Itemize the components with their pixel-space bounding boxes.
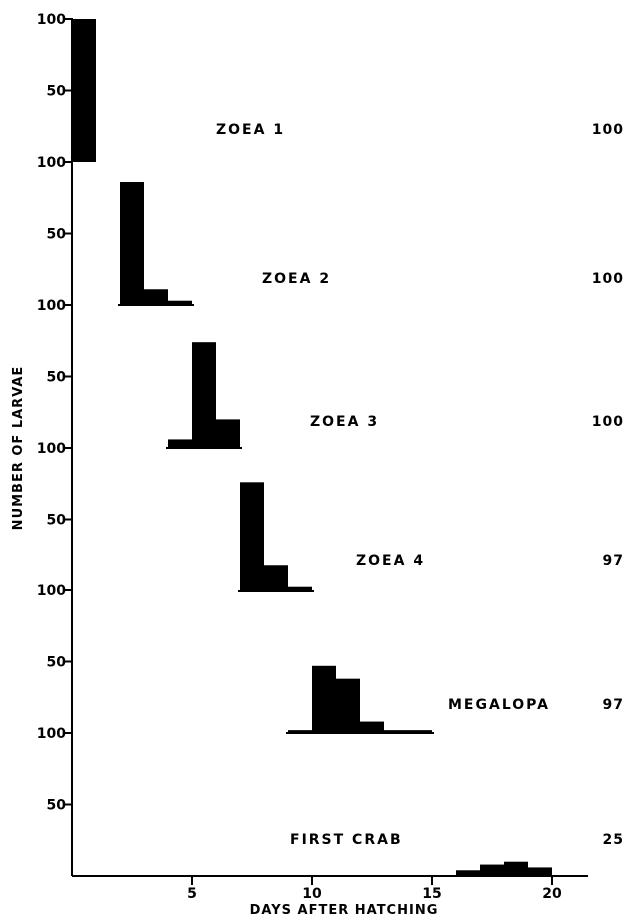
bar-panel-6-day-19 (528, 867, 552, 876)
x-tick-label-5: 5 (187, 886, 197, 902)
bar-panel-5-day-13 (384, 730, 408, 733)
x-tick-label-10: 10 (302, 886, 322, 902)
y-axis-title: NUMBER OF LARVAE (11, 366, 26, 531)
percent-label-panel-5: 97 (603, 697, 624, 713)
bar-panel-5-day-11 (336, 678, 360, 733)
bars-layer (72, 19, 552, 876)
stage-label-panel-1: ZOEA 1 (216, 122, 285, 138)
y-tick-label-100-panel-3: 100 (37, 298, 66, 314)
bar-panel-5-day-12 (360, 721, 384, 733)
bar-panel-3-day-6 (216, 419, 240, 448)
x-tick-label-15: 15 (422, 886, 441, 902)
axes: 5 10 15 20 100 50 100 50 100 50 100 50 100 50 100 50 (37, 12, 588, 902)
bar-panel-2-day-2 (120, 182, 144, 305)
bar-panel-6-day-16 (456, 870, 480, 876)
labels-layer: ZOEA 1 100 ZOEA 2 100 ZOEA 3 100 ZOEA 4 97 MEGAL… (216, 122, 624, 848)
percent-label-panel-4: 97 (603, 553, 624, 569)
bar-panel-4-day-7 (240, 482, 264, 591)
y-tick-label-50-panel-3: 50 (47, 370, 67, 386)
stage-label-panel-4: ZOEA 4 (356, 553, 425, 569)
y-tick-label-50-panel-4: 50 (47, 513, 67, 529)
stage-label-panel-5: MEGALOPA (448, 697, 550, 713)
bar-panel-5-day-10 (312, 665, 336, 733)
bar-panel-3-day-4 (168, 439, 192, 448)
y-tick-label-100-panel-1: 100 (37, 12, 66, 28)
bar-panel-4-day-9 (288, 586, 312, 591)
y-tick-label-100-panel-6: 100 (37, 726, 66, 742)
percent-label-panel-2: 100 (592, 271, 624, 287)
x-tick-label-20: 20 (542, 886, 562, 902)
bar-panel-6-day-17 (480, 864, 504, 876)
y-tick-label-50-panel-1: 50 (47, 84, 67, 100)
bar-panel-2-day-4 (168, 300, 192, 305)
bar-panel-1-day-0 (72, 19, 96, 162)
stage-label-panel-2: ZOEA 2 (262, 271, 331, 287)
stage-label-panel-6: FIRST CRAB (290, 832, 403, 848)
y-tick-label-50-panel-5: 50 (47, 655, 67, 671)
y-tick-label-50-panel-2: 50 (47, 227, 67, 243)
y-tick-label-100-panel-2: 100 (37, 155, 66, 171)
x-axis-title: DAYS AFTER HATCHING (250, 903, 439, 918)
percent-label-panel-3: 100 (592, 414, 624, 430)
y-tick-label-100-panel-4: 100 (37, 441, 66, 457)
percent-label-panel-1: 100 (592, 122, 624, 138)
bar-panel-3-day-5 (192, 342, 216, 448)
bar-panel-2-day-3 (144, 289, 168, 305)
y-tick-label-100-panel-5: 100 (37, 583, 66, 599)
bar-panel-5-day-9 (288, 730, 312, 733)
bar-panel-6-day-18 (504, 861, 528, 876)
y-tick-label-50-panel-6: 50 (47, 798, 67, 814)
bar-panel-4-day-8 (264, 565, 288, 591)
bar-panel-5-day-14 (408, 730, 432, 733)
stage-label-panel-3: ZOEA 3 (310, 414, 379, 430)
percent-label-panel-6: 25 (603, 832, 624, 848)
